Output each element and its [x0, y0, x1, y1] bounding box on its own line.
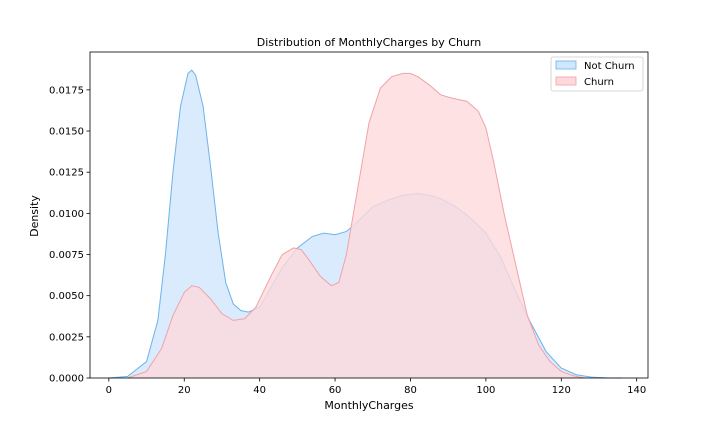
density-line-churn — [127, 72, 585, 379]
x-tick-label: 0 — [106, 385, 112, 396]
y-axis-ticks: 0.0000 0.0025 0.0050 0.0075 0.0100 0.0125 0.01… — [49, 85, 90, 385]
x-tick-label: 20 — [178, 385, 191, 396]
legend-swatch-not-churn — [555, 60, 577, 70]
y-tick-label: 0.0150 — [49, 127, 84, 138]
plot-area — [108, 69, 622, 379]
legend-swatch-churn — [555, 76, 577, 86]
y-tick-label: 0.0000 — [49, 374, 84, 385]
y-tick-label: 0.0075 — [49, 250, 84, 261]
y-tick-label: 0.0025 — [49, 332, 84, 343]
x-tick-label: 100 — [476, 385, 495, 396]
x-tick-label: 40 — [253, 385, 266, 396]
chart-title: Distribution of MonthlyCharges by Churn — [257, 36, 481, 49]
x-tick-label: 120 — [552, 385, 571, 396]
legend-label-churn: Churn — [584, 77, 614, 88]
x-axis-ticks: 0 20 40 60 80 100 120 140 — [106, 378, 646, 396]
x-tick-label: 80 — [404, 385, 417, 396]
x-tick-label: 60 — [329, 385, 342, 396]
x-axis-title: MonthlyCharges — [324, 399, 414, 412]
y-tick-label: 0.0050 — [49, 291, 84, 302]
y-tick-label: 0.0100 — [49, 209, 84, 220]
legend: Not Churn Churn — [550, 56, 644, 92]
y-axis-title: Density — [28, 195, 41, 237]
legend-label-not-churn: Not Churn — [584, 61, 635, 72]
y-tick-label: 0.0125 — [49, 168, 84, 179]
density-area-churn — [127, 73, 584, 379]
x-tick-label: 140 — [627, 385, 646, 396]
y-tick-label: 0.0175 — [49, 85, 84, 96]
axes-frame — [89, 51, 649, 379]
